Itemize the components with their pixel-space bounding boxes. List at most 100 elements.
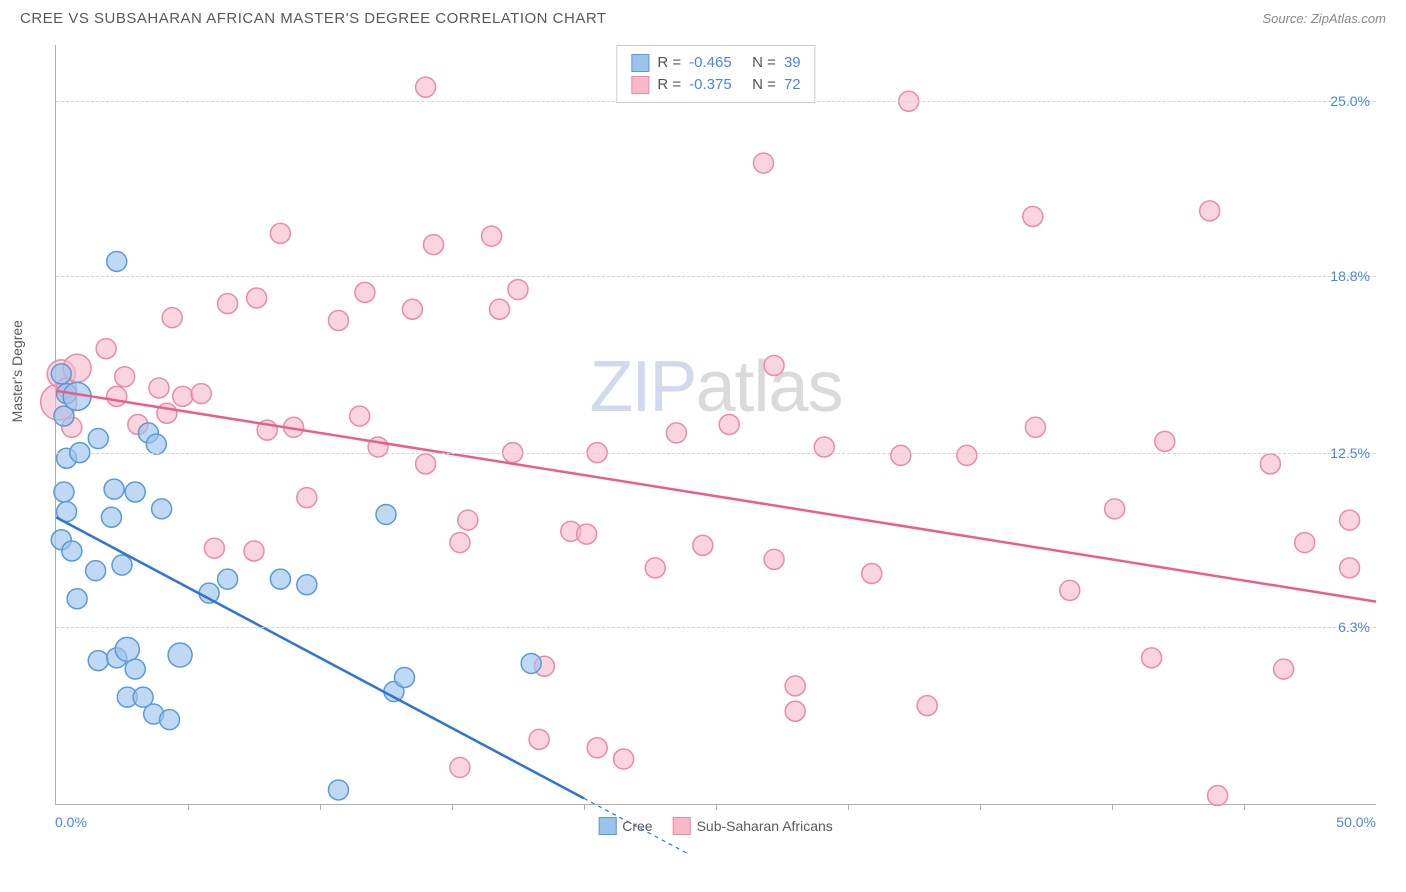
cree-point xyxy=(88,429,108,449)
legend-label: Sub-Saharan Africans xyxy=(697,818,833,834)
cree-point xyxy=(125,659,145,679)
ssa-point xyxy=(666,423,686,443)
ssa-point xyxy=(270,223,290,243)
cree-point xyxy=(62,541,82,561)
cree-point xyxy=(101,507,121,527)
header: CREE VS SUBSAHARAN AFRICAN MASTER'S DEGR… xyxy=(0,0,1406,35)
cree-point xyxy=(168,643,192,667)
gridline xyxy=(56,627,1376,628)
x-axis-min-label: 0.0% xyxy=(55,814,87,830)
ssa-point xyxy=(162,308,182,328)
cree-point xyxy=(107,251,127,271)
ssa-point xyxy=(1155,431,1175,451)
cree-point xyxy=(115,637,139,661)
cree-point xyxy=(104,479,124,499)
ssa-point xyxy=(587,738,607,758)
legend-swatch-icon xyxy=(598,817,616,835)
ssa-point xyxy=(508,280,528,300)
ssa-point xyxy=(529,729,549,749)
ssa-swatch-icon xyxy=(631,76,649,94)
cree-point xyxy=(152,499,172,519)
correlation-legend: R = -0.465 N = 39R = -0.375 N = 72 xyxy=(616,45,815,103)
ssa-point xyxy=(458,510,478,530)
x-tick xyxy=(1244,804,1245,810)
legend-label: Cree xyxy=(622,818,652,834)
ssa-point xyxy=(1142,648,1162,668)
plot-area: ZIPatlas R = -0.465 N = 39R = -0.375 N =… xyxy=(55,45,1376,805)
x-tick xyxy=(584,804,585,810)
ssa-point xyxy=(1200,201,1220,221)
ssa-point xyxy=(482,226,502,246)
ssa-point xyxy=(1025,417,1045,437)
cree-point xyxy=(88,651,108,671)
ssa-point xyxy=(490,299,510,319)
ssa-point xyxy=(96,339,116,359)
ssa-point xyxy=(450,533,470,553)
ssa-point xyxy=(244,541,264,561)
gridline xyxy=(56,276,1376,277)
ssa-point xyxy=(785,676,805,696)
ssa-point xyxy=(577,524,597,544)
ssa-n-value: 72 xyxy=(784,74,801,96)
gridline xyxy=(56,453,1376,454)
ssa-point xyxy=(1274,659,1294,679)
cree-point xyxy=(218,569,238,589)
ssa-point xyxy=(218,294,238,314)
cree-point xyxy=(297,575,317,595)
cree-point xyxy=(146,434,166,454)
ssa-point xyxy=(693,535,713,555)
ssa-point xyxy=(719,415,739,435)
ssa-point xyxy=(416,77,436,97)
y-tick-label: 25.0% xyxy=(1330,93,1378,109)
x-tick xyxy=(452,804,453,810)
y-tick-label: 18.8% xyxy=(1330,268,1378,284)
ssa-point xyxy=(204,538,224,558)
x-tick xyxy=(848,804,849,810)
ssa-point xyxy=(149,378,169,398)
cree-point xyxy=(160,710,180,730)
series-legend: Cree Sub-Saharan Africans xyxy=(598,817,833,835)
ssa-point xyxy=(297,488,317,508)
cree-point xyxy=(86,561,106,581)
ssa-point xyxy=(764,549,784,569)
x-tick xyxy=(980,804,981,810)
ssa-point xyxy=(450,757,470,777)
cree-swatch-icon xyxy=(631,54,649,72)
legend-row-cree: R = -0.465 N = 39 xyxy=(631,52,800,74)
cree-point xyxy=(328,780,348,800)
chart-container: Master's Degree ZIPatlas R = -0.465 N = … xyxy=(45,35,1386,855)
ssa-point xyxy=(785,701,805,721)
ssa-point xyxy=(1260,454,1280,474)
ssa-point xyxy=(764,355,784,375)
ssa-point xyxy=(115,367,135,387)
cree-point xyxy=(270,569,290,589)
ssa-point xyxy=(862,563,882,583)
cree-point xyxy=(112,555,132,575)
ssa-point xyxy=(957,445,977,465)
ssa-point xyxy=(355,282,375,302)
ssa-point xyxy=(754,153,774,173)
ssa-point xyxy=(645,558,665,578)
ssa-point xyxy=(424,235,444,255)
ssa-point xyxy=(1295,533,1315,553)
ssa-point xyxy=(1060,580,1080,600)
x-tick xyxy=(320,804,321,810)
legend-item: Cree xyxy=(598,817,652,835)
cree-point xyxy=(521,653,541,673)
ssa-point xyxy=(614,749,634,769)
ssa-point xyxy=(402,299,422,319)
ssa-point xyxy=(1105,499,1125,519)
x-tick xyxy=(716,804,717,810)
cree-point xyxy=(376,504,396,524)
legend-row-ssa: R = -0.375 N = 72 xyxy=(631,74,800,96)
legend-item: Sub-Saharan Africans xyxy=(673,817,833,835)
y-tick-label: 6.3% xyxy=(1338,619,1378,635)
cree-point xyxy=(125,482,145,502)
cree-point xyxy=(51,364,71,384)
ssa-point xyxy=(350,406,370,426)
ssa-point xyxy=(247,288,267,308)
ssa-point xyxy=(891,445,911,465)
chart-title: CREE VS SUBSAHARAN AFRICAN MASTER'S DEGR… xyxy=(20,10,607,27)
legend-swatch-icon xyxy=(673,817,691,835)
ssa-point xyxy=(1340,510,1360,530)
